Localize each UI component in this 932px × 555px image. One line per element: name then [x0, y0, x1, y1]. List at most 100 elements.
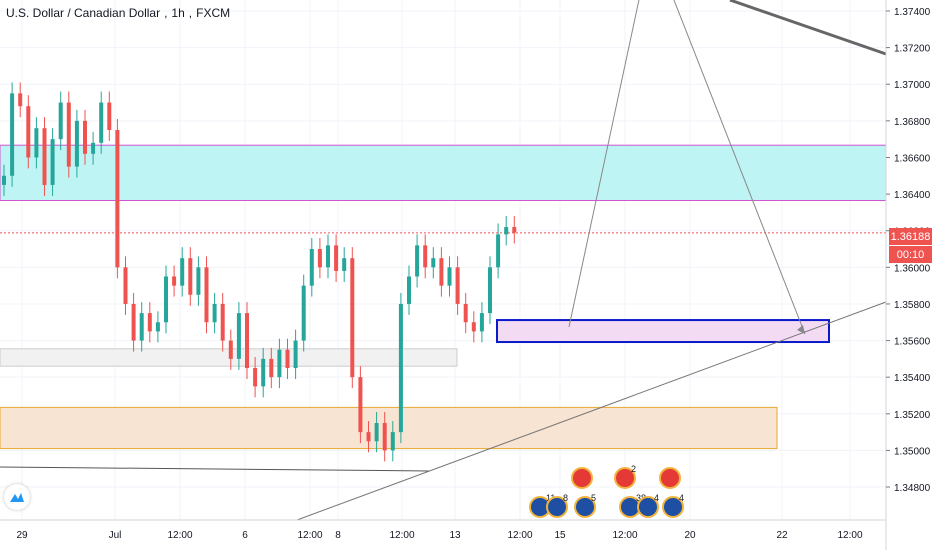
- candle-body: [172, 276, 177, 286]
- price-tick-label: 1.36000: [894, 263, 931, 274]
- time-tick-label: 12:00: [507, 530, 532, 541]
- event-count: 38: [636, 493, 646, 503]
- candle-body: [188, 258, 193, 295]
- price-tick-label: 1.37000: [894, 80, 931, 91]
- candle-body: [350, 258, 355, 378]
- candle-body: [50, 139, 55, 185]
- candle-body: [342, 258, 347, 271]
- time-tick-label: 13: [449, 530, 461, 541]
- event-flag-icon: [571, 467, 593, 489]
- candle-body: [66, 102, 71, 167]
- candle-body: [212, 303, 217, 323]
- candle-body: [180, 258, 185, 286]
- candle-body: [155, 322, 160, 332]
- event-count: 5: [591, 493, 596, 503]
- candle-body: [245, 313, 249, 369]
- time-tick-label: 15: [554, 530, 566, 541]
- candle-body: [26, 106, 31, 158]
- candle-body: [58, 102, 63, 140]
- time-tick-label: 12:00: [167, 530, 192, 541]
- candle-body: [115, 130, 120, 268]
- price-tick-label: 1.35400: [894, 373, 931, 384]
- candle-body: [374, 422, 379, 442]
- candle-body: [10, 93, 15, 176]
- event-count: 4: [679, 493, 684, 503]
- candle-body: [496, 234, 501, 268]
- event-count: 2: [631, 464, 636, 474]
- candle-body: [285, 349, 290, 369]
- time-tick-label: 6: [242, 530, 248, 541]
- time-tick-label: Jul: [109, 530, 122, 541]
- candle-body: [439, 258, 444, 286]
- event-count: 8: [563, 493, 568, 503]
- event-count: 4: [654, 493, 659, 503]
- price-tick-label: 1.36600: [894, 153, 931, 164]
- candle-body: [196, 267, 201, 295]
- price-tick-label: 1.37400: [894, 7, 931, 18]
- candle-body: [398, 303, 403, 433]
- candle-body: [431, 258, 436, 268]
- candle-body: [18, 93, 23, 107]
- candle-body: [504, 227, 509, 235]
- time-tick-label: 20: [684, 530, 696, 541]
- candle-body: [277, 349, 282, 378]
- price-tick-label: 1.36800: [894, 117, 931, 128]
- time-tick-label: 8: [335, 530, 341, 541]
- candle-body: [261, 358, 266, 387]
- candle-body: [228, 340, 233, 359]
- tradingview-logo-icon[interactable]: [4, 484, 30, 510]
- candle-body: [334, 245, 339, 271]
- candle-body: [317, 249, 322, 268]
- candle-body: [447, 267, 452, 286]
- price-tick-label: 1.35200: [894, 410, 931, 421]
- candle-body: [164, 276, 168, 323]
- event-count: 11: [546, 493, 555, 503]
- price-tick-label: 1.35800: [894, 300, 931, 311]
- projection-path: [568, 0, 806, 335]
- trend-line-rising: [296, 301, 887, 521]
- candle-body: [512, 227, 517, 233]
- time-tick-label: 12:00: [837, 530, 862, 541]
- event-flag-icon: [659, 467, 681, 489]
- candle-body: [204, 267, 209, 323]
- candle-body: [83, 120, 87, 154]
- time-tick-label: 22: [776, 530, 788, 541]
- price-tick-label: 1.35600: [894, 337, 931, 348]
- candle-body: [301, 285, 306, 341]
- trend-line-top: [729, 0, 887, 56]
- supply-zone: [0, 144, 887, 201]
- candle-body: [415, 245, 420, 277]
- symbol-name: U.S. Dollar / Canadian Dollar: [6, 6, 161, 20]
- event-flag-icon: [546, 496, 568, 518]
- price-tick-label: 1.34800: [894, 483, 931, 494]
- candle-body: [123, 267, 128, 304]
- candle-body: [479, 313, 484, 332]
- countdown-value: 00:10: [896, 248, 925, 261]
- candle-body: [463, 303, 468, 323]
- candle-body: [309, 249, 314, 286]
- event-flag-icon: [637, 496, 659, 518]
- candle-body: [358, 377, 363, 433]
- candle-body: [99, 102, 104, 143]
- symbol-exchange: FXCM: [196, 6, 231, 20]
- grey-zone: [0, 348, 458, 367]
- candle-body: [390, 432, 395, 451]
- candle-body: [423, 245, 428, 268]
- price-tick-label: 1.35000: [894, 446, 931, 457]
- event-flag-icon: [574, 496, 596, 518]
- symbol-interval: 1h: [171, 6, 185, 20]
- candle-body: [326, 245, 330, 268]
- candle-body: [366, 432, 371, 442]
- candle-body: [253, 368, 258, 387]
- last-price-tag: 1.36188: [889, 228, 932, 245]
- trend-line-support: [0, 466, 431, 472]
- candle-body: [2, 175, 6, 185]
- demand-zone: [0, 406, 778, 450]
- event-flag-icon: [614, 467, 636, 489]
- candle-body: [139, 313, 144, 341]
- candle-body: [42, 128, 47, 185]
- projection-arrow-icon: [797, 325, 805, 334]
- candle-body: [293, 340, 298, 369]
